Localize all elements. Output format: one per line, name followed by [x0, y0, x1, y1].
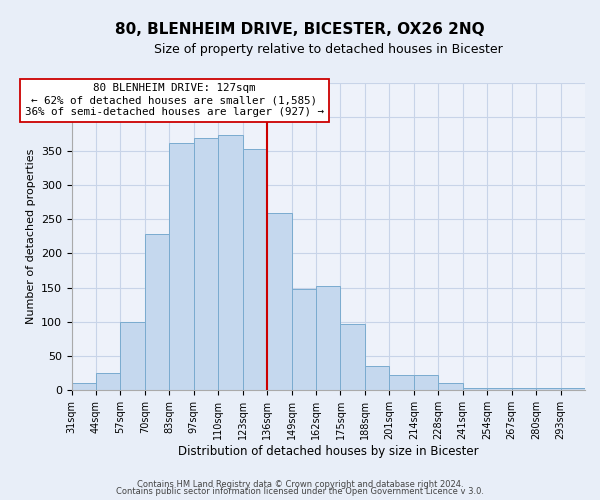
Bar [169, 143, 194, 390]
Bar [365, 366, 389, 390]
Text: Contains HM Land Registry data © Crown copyright and database right 2024.: Contains HM Land Registry data © Crown c… [137, 480, 463, 489]
Bar [145, 234, 169, 390]
Bar [389, 375, 414, 390]
Bar [487, 388, 512, 390]
Bar [536, 388, 560, 390]
Bar [267, 212, 292, 390]
Bar [71, 383, 96, 390]
Bar [194, 138, 218, 390]
Bar [242, 148, 267, 390]
Bar [96, 373, 121, 390]
Bar [560, 388, 585, 390]
Bar [340, 324, 365, 390]
Text: 80, BLENHEIM DRIVE, BICESTER, OX26 2NQ: 80, BLENHEIM DRIVE, BICESTER, OX26 2NQ [115, 22, 485, 38]
Title: Size of property relative to detached houses in Bicester: Size of property relative to detached ho… [154, 42, 503, 56]
Bar [292, 289, 316, 390]
Bar [121, 322, 145, 390]
Bar [438, 383, 463, 390]
Bar [463, 388, 487, 390]
Bar [316, 286, 340, 390]
X-axis label: Distribution of detached houses by size in Bicester: Distribution of detached houses by size … [178, 444, 479, 458]
Y-axis label: Number of detached properties: Number of detached properties [26, 149, 37, 324]
Text: Contains public sector information licensed under the Open Government Licence v : Contains public sector information licen… [116, 487, 484, 496]
Text: 80 BLENHEIM DRIVE: 127sqm
← 62% of detached houses are smaller (1,585)
36% of se: 80 BLENHEIM DRIVE: 127sqm ← 62% of detac… [25, 84, 324, 116]
Bar [512, 388, 536, 390]
Bar [414, 375, 438, 390]
Bar [218, 135, 242, 390]
